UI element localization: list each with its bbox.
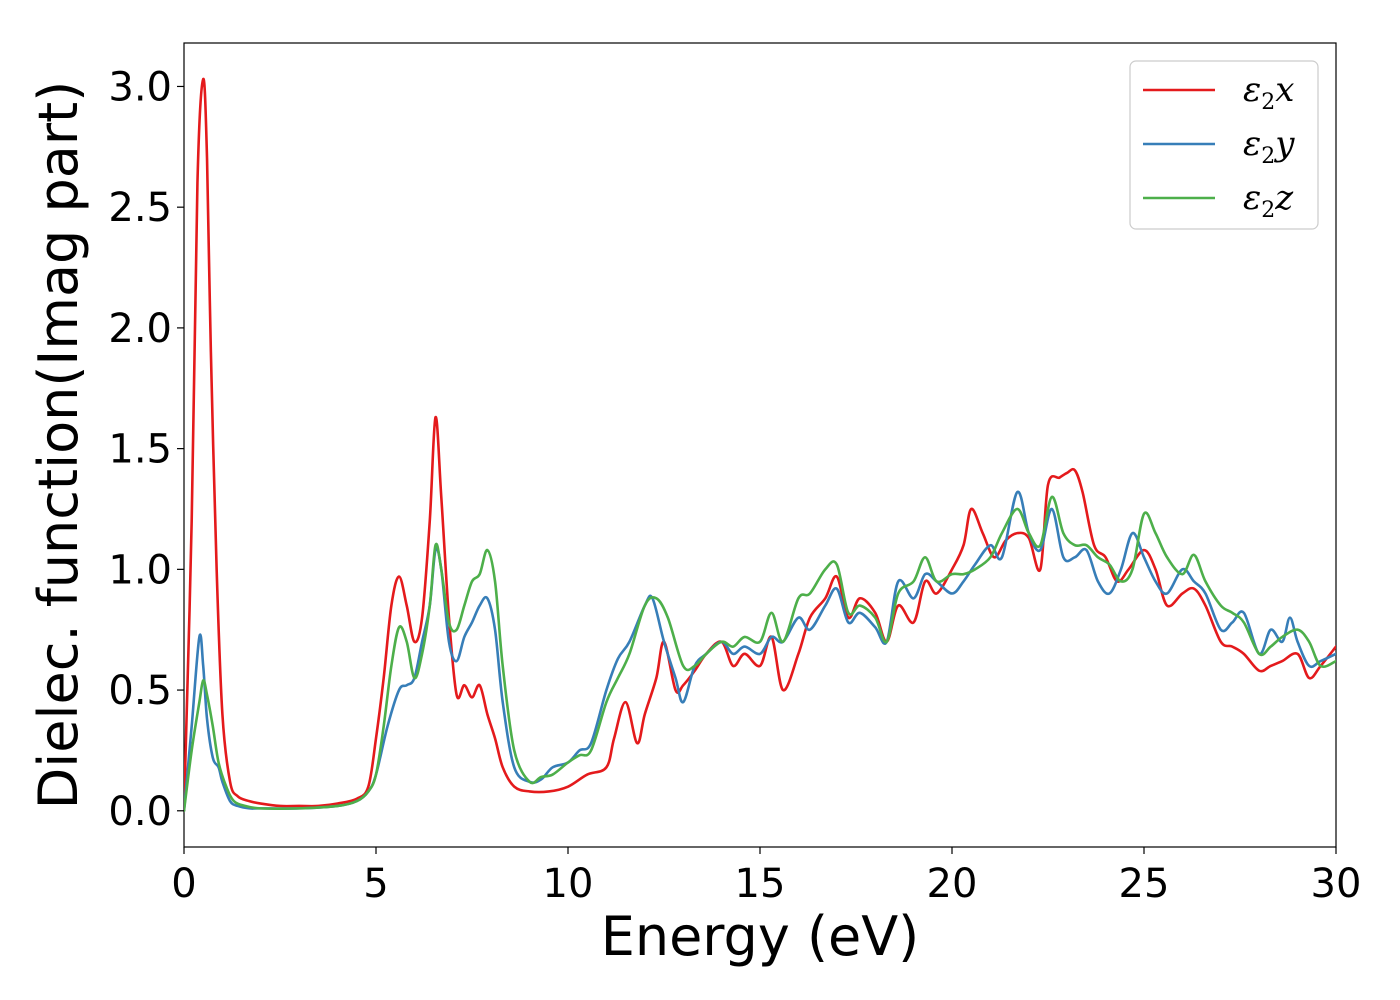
- x-tick-label: 15: [735, 861, 786, 907]
- y-tick-label: 0.0: [108, 789, 172, 835]
- y-tick-label: 0.5: [108, 668, 172, 714]
- x-axis-ticks: 0 5 10 15 20 25 30: [171, 847, 1361, 907]
- x-tick-label: 30: [1311, 861, 1362, 907]
- legend-box: [1129, 60, 1319, 230]
- x-tick-label: 0: [171, 861, 196, 907]
- x-tick-label: 25: [1119, 861, 1170, 907]
- y-tick-label: 3.0: [108, 64, 172, 110]
- legend-label-x: ε2x: [1243, 70, 1294, 115]
- x-tick-label: 5: [363, 861, 388, 907]
- x-axis-title: Energy (eV): [601, 905, 920, 968]
- legend: ε2x ε2y ε2z: [1129, 60, 1319, 230]
- y-tick-label: 2.5: [108, 185, 172, 231]
- series-line-y: [184, 490, 1336, 813]
- y-tick-label: 1.0: [108, 547, 172, 593]
- y-axis-title: Dielec. function(Imag part): [27, 81, 90, 810]
- legend-label-y: ε2y: [1243, 124, 1295, 169]
- y-axis-ticks: 0.0 0.5 1.0 1.5 2.0 2.5 3.0: [108, 64, 184, 835]
- y-tick-label: 1.5: [108, 427, 172, 473]
- x-tick-label: 10: [543, 861, 594, 907]
- y-tick-label: 2.0: [108, 306, 172, 352]
- series-line-x: [184, 77, 1336, 813]
- series-layer: [184, 77, 1336, 813]
- x-tick-label: 20: [927, 861, 978, 907]
- series-line-z: [184, 495, 1336, 813]
- legend-label-z: ε2z: [1243, 178, 1294, 223]
